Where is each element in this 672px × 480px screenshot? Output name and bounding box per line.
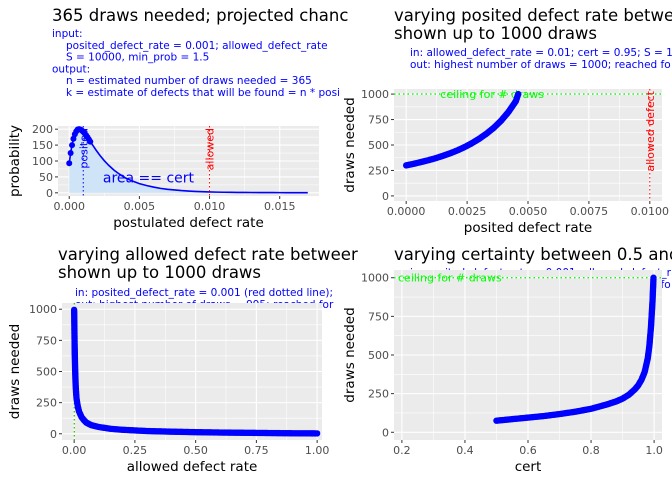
y-tick-label: 0 [46,187,53,200]
chart-subtitle-line: input: [52,28,83,40]
shaded-area-cert [69,129,210,193]
x-tick-label: 0.4 [456,444,474,457]
y-tick-label: 1000 [29,303,57,316]
chart-subtitle-line: S = 10000, min_prob = 1.5 [66,52,209,64]
ceiling-label: ceiling for # draws [440,88,544,101]
y-tick-label: 0 [382,190,389,203]
x-tick-label: 0.005 [124,200,156,213]
y-tick-label: 50 [39,171,53,184]
title-block: 365 draws needed; projected chanc input:p… [52,6,348,99]
data-point [515,90,522,98]
chart-subtitle-line: output: [52,63,90,75]
y-axis-title: draws needed [342,307,358,402]
vline-label: posited [77,128,90,169]
data-point [313,430,321,437]
y-tick-label: 1000 [361,88,389,101]
data-point [87,138,94,145]
chart-title: varying certainty between 0.5 and 1 [394,245,672,264]
x-tick-label: 0.50 [183,444,208,457]
x-tick-label: 0.000 [53,200,85,213]
data-layer: ceiling for # draws [394,272,662,424]
x-tick-label: 0.8 [582,444,600,457]
data-layer [70,303,321,440]
x-axis-title: allowed defect rate [127,459,258,475]
chart-subtitle-line: in: allowed_defect_rate = 0.01; cert = 0… [410,47,672,59]
x-tick-label: 0.0000 [387,205,426,218]
y-tick-label: 500 [36,366,57,379]
x-tick-label: 1.0 [645,444,663,457]
axes: 0.000 0.005 0.010 0.015 0 50 100 150 200 postulat… [7,123,295,231]
y-tick-label: 750 [36,334,57,347]
data-point [650,274,657,281]
x-axis-title: postulated defect rate [113,215,264,231]
x-axis-title: posited defect rate [464,220,592,236]
axes: 0.0000 0.0025 0.0050 0.0075 0.0100 0 250 500 750… [342,88,669,236]
y-tick-label: 250 [368,388,389,401]
x-tick-label: 0.25 [123,444,148,457]
x-tick-label: 0.0025 [448,205,487,218]
vline-label: allowed [204,128,217,170]
chart-subtitle-line: n = estimated number of draws needed = 3… [66,75,312,87]
chart-panel-4: varying certainty between 0.5 and 1in: p… [342,245,672,475]
y-axis-title: draws needed [342,97,358,192]
x-tick-label: 1.00 [305,444,330,457]
y-tick-label: 0 [50,428,57,441]
reference-vline-label: allowed defect [644,90,657,171]
y-tick-label: 750 [368,114,389,127]
y-tick-label: 200 [32,123,53,136]
chart-subtitle-line: in: posited_defect_rate = 0.001 (red dot… [75,287,333,299]
x-tick-label: 0.0075 [570,205,609,218]
y-tick-label: 150 [32,139,53,152]
ceiling-label: ceiling for # draws [398,272,502,285]
y-tick-label: 100 [32,155,53,168]
title-block: varying allowed defect rate betweershown… [58,245,358,311]
axes: 0.00 0.25 0.50 0.75 1.00 0 250 500 750 1000 allowe… [7,303,329,475]
y-tick-label: 500 [368,349,389,362]
gridlines [58,126,319,196]
y-tick-label: 500 [368,139,389,152]
title-block: varying posited defect rate betweenshown… [394,6,672,71]
y-tick-label: 250 [36,397,57,410]
y-tick-label: 1000 [361,272,389,285]
chart-subtitle-line: out: highest number of draws = 1000; rea… [410,59,671,71]
chart-title-line: shown up to 1000 draws [58,263,261,282]
chart-title-line: varying allowed defect rate betweer [58,245,358,264]
gridlines [394,89,662,201]
x-tick-label: 0.0100 [631,205,670,218]
chart-title: 365 draws needed; projected chanc [52,6,348,25]
x-tick-label: 0.75 [244,444,269,457]
x-tick-label: 0.2 [393,444,411,457]
data-point [67,150,74,157]
x-tick-label: 0.015 [264,200,296,213]
data-layer: ceiling for # draws allowed defect [394,88,662,201]
data-point [69,142,76,149]
x-tick-label: 0.010 [194,200,226,213]
y-tick-label: 250 [368,164,389,177]
x-tick-label: 0.0050 [509,205,548,218]
y-axis-title: probability [7,125,23,197]
chart-panel-2: varying posited defect rate betweenshown… [342,6,672,236]
axes: 0.2 0.4 0.6 0.8 1.0 0 250 500 750 1000 cert draws n… [342,272,663,475]
y-tick-label: 750 [368,310,389,323]
chart-subtitle-line: posited_defect_rate = 0.001; allowed_def… [66,40,328,52]
chart-panel-1: 365 draws needed; projected chancinput:p… [7,6,348,231]
x-axis-title: cert [515,459,542,475]
chart-panel-3: varying allowed defect rate betweershown… [7,245,358,475]
data-layer: posited allowed area == cert [66,126,308,196]
y-axis-title: draws needed [7,324,23,419]
chart-title-line: varying posited defect rate between [394,6,672,25]
data-point [66,160,73,167]
chart-subtitle-line: k = estimate of defects that will be fou… [66,87,340,99]
x-tick-label: 0.6 [519,444,537,457]
y-tick-label: 0 [382,426,389,439]
x-tick-label: 0.00 [62,444,87,457]
area-annotation: area == cert [103,171,195,187]
chart-title-line: shown up to 1000 draws [394,24,597,43]
